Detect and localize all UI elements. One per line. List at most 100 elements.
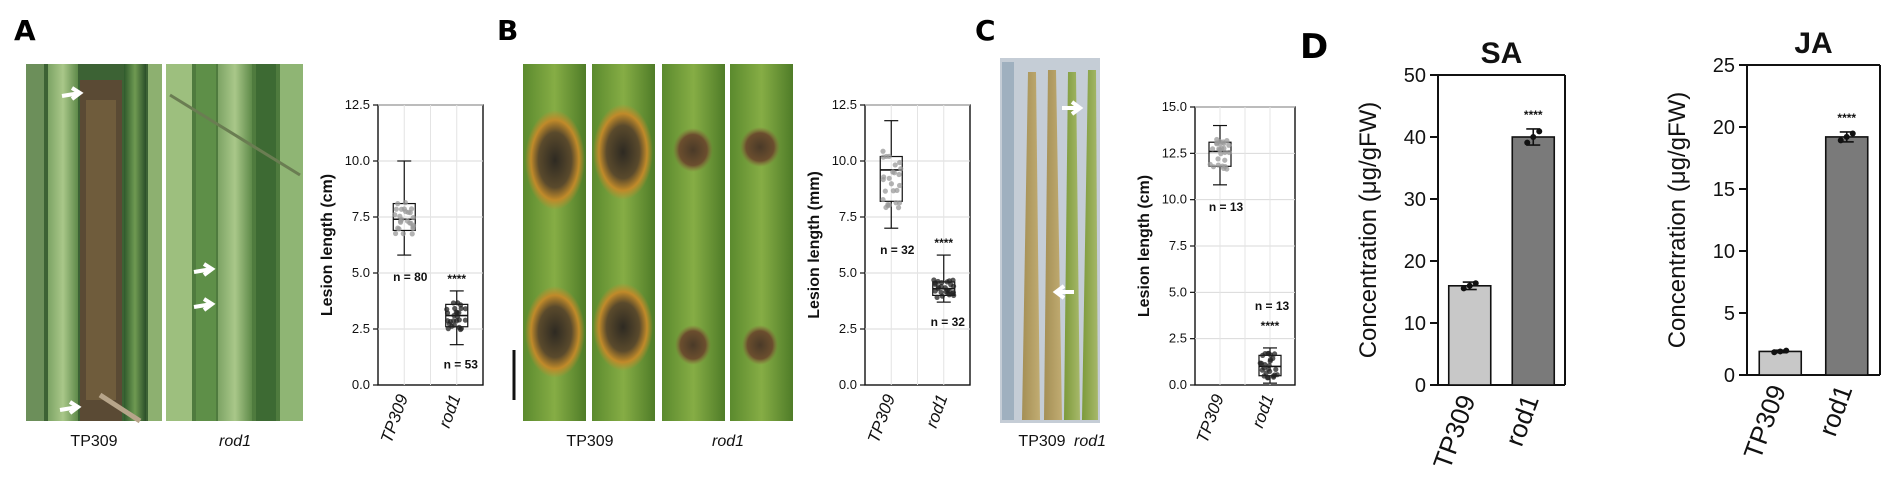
sample-size-label: n = 53 [444,358,479,372]
data-point [1530,134,1537,140]
data-point [410,225,416,232]
data-point [950,289,956,296]
data-point [1220,139,1226,145]
data-point [1209,146,1216,152]
data-point [1222,149,1228,156]
bar-chart-sa: 0 10 20 30 40 50 Concentration (μg/gFW) SA TP309… [1355,37,1566,473]
data-point [1460,285,1467,292]
data-point [931,277,937,283]
data-point [880,148,886,154]
y-tick-label: 5 [1724,303,1735,325]
sample-size-label: n = 32 [880,243,915,257]
data-point [1777,348,1784,355]
box-plot-c: 0.0 2.5 5.0 7.5 10.0 12.5 15.0 Lesion length (c… [1136,99,1296,445]
data-point [1215,162,1221,168]
data-point [1273,366,1279,373]
data-point [1524,139,1531,146]
data-point [898,166,904,172]
photo-c-label-tp309: TP309 [1018,433,1065,450]
y-tick-label: 30 [1404,189,1426,211]
data-point [891,170,897,176]
bar [1511,136,1556,386]
data-point [395,225,401,231]
y-tick-label: 12.5 [345,97,370,112]
sample-size-label: n = 80 [393,270,428,284]
x-tick-label: rod1 [1248,392,1277,430]
data-point [410,215,416,221]
bar [1824,136,1869,376]
data-point [407,220,413,226]
photo-b-leaves [512,64,793,421]
chart-title: SA [1481,37,1523,70]
photo-a-label-tp309: TP309 [70,433,117,450]
y-tick-label: 15 [1713,179,1735,201]
data-point [402,208,409,215]
data-point [450,300,457,306]
data-point [409,231,415,237]
data-point [1267,358,1273,364]
box-plot-b: 0.0 2.5 5.0 7.5 10.0 12.5 Lesion length (mm) TP… [806,97,971,445]
data-point [392,230,399,237]
data-point [392,212,398,218]
photo-a-rod1 [166,64,303,421]
y-tick-label: 7.5 [839,209,857,224]
data-point [1266,350,1272,357]
photo-c-label-rod1: rod1 [1074,433,1106,450]
x-tick-label: rod1 [435,392,464,430]
data-point [402,200,408,206]
panel-letter-a: A [14,14,36,47]
data-point [883,204,889,211]
data-point [1210,164,1217,170]
sample-size-label: n = 32 [931,315,966,329]
y-tick-label: 40 [1404,127,1426,149]
data-point [1783,347,1790,354]
data-point [457,302,464,308]
data-point [1259,367,1265,373]
bar [1758,350,1803,376]
chart-title: JA [1794,27,1832,60]
panel-letter-c: C [975,14,996,47]
y-tick-label: 20 [1713,117,1735,139]
data-point [1266,362,1272,369]
data-point [457,326,464,333]
data-point [397,218,404,224]
data-point [882,188,888,194]
data-point [397,213,403,219]
photo-a-tp309 [26,64,162,424]
data-point [895,205,902,211]
y-tick-label: 5.0 [1169,284,1187,299]
x-tick-label: TP309 [864,391,899,445]
data-point [462,306,469,312]
bar [1447,284,1492,386]
data-point [1222,157,1228,163]
x-tick-label: rod1 [922,392,951,430]
data-point [880,196,886,203]
data-point [456,317,462,323]
data-point [454,310,460,316]
data-point [1466,282,1473,289]
y-tick-label: 10.0 [832,153,857,168]
data-point [892,162,898,168]
data-point [880,176,886,183]
data-point [890,188,896,194]
significance-label: **** [1524,108,1543,122]
photo-c-leaves [1000,58,1100,423]
photo-a-label-rod1: rod1 [219,433,251,450]
data-point [1771,349,1778,356]
data-point [462,317,468,323]
data-point [945,290,951,297]
x-tick-label: rod1 [1499,391,1545,450]
data-point [893,200,899,206]
data-point [1217,147,1223,153]
significance-label: **** [1261,319,1280,333]
x-tick-label: TP309 [377,391,412,445]
data-point [896,182,903,189]
x-tick-label: TP309 [1193,391,1228,445]
photo-b-label-rod1: rod1 [712,433,744,450]
x-tick-label: rod1 [1812,381,1858,440]
data-point [450,318,457,324]
y-tick-label: 50 [1404,65,1426,87]
y-axis-label: Lesion length (cm) [1136,175,1153,317]
y-tick-label: 0.0 [1169,377,1187,392]
